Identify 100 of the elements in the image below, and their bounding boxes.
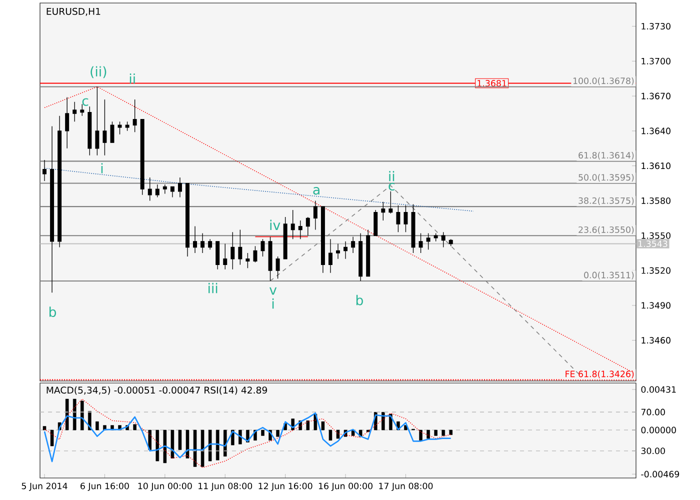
y-tick-label: 1.3520: [642, 267, 670, 274]
candlestick: [441, 232, 446, 248]
y-tick-label: 0.00431: [641, 386, 676, 393]
ref-line-label: 1.3681: [478, 80, 506, 87]
candlestick: [358, 232, 363, 282]
bar: [42, 426, 46, 430]
bar: [50, 430, 54, 446]
annotation: i: [101, 163, 103, 174]
x-tick-label: 12 Jun 16:00: [258, 482, 312, 491]
candlestick: [290, 210, 295, 240]
candlestick: [344, 241, 348, 260]
annotation: v: [269, 287, 277, 295]
annotation: iii: [208, 282, 218, 294]
bar: [65, 398, 69, 430]
y-tick-label: 0.00000: [641, 426, 676, 434]
candlestick: [404, 205, 408, 232]
ref-line-label: 1.3543: [638, 240, 668, 248]
bar: [170, 430, 174, 458]
candlestick: [178, 177, 182, 198]
ref-line-label: 0.0(1.3511): [584, 272, 634, 280]
candlestick: [426, 232, 430, 250]
x-tick-label: 6 Jun 16:00: [80, 482, 129, 491]
candlestick: [50, 126, 54, 293]
bar: [276, 430, 280, 437]
candlestick: [448, 238, 453, 246]
bar: [96, 421, 99, 430]
bar: [442, 430, 445, 436]
annotation: b: [356, 294, 363, 306]
bar: [449, 430, 453, 435]
bar: [208, 430, 212, 462]
annotation: c: [388, 182, 394, 191]
candlestick: [328, 238, 332, 274]
candlestick: [230, 232, 235, 270]
annotation: (ii): [90, 66, 106, 78]
bar: [163, 430, 167, 464]
x-tick-label: 17 Jun 08:00: [379, 482, 433, 491]
candlestick: [283, 216, 288, 260]
candlestick: [208, 238, 212, 250]
candlestick: [306, 216, 310, 236]
candlestick: [434, 232, 438, 242]
bar: [80, 400, 84, 430]
bar: [419, 430, 422, 441]
candlestick: [140, 118, 144, 196]
ref-line-label: 23.6(1.3550): [578, 226, 634, 234]
candlestick: [268, 236, 272, 282]
candlestick: [125, 121, 130, 132]
annotation: a: [313, 187, 320, 195]
annotation: b: [49, 306, 56, 317]
candlestick: [88, 106, 92, 156]
ref-line-label: 100.0(1.3678): [573, 77, 634, 86]
x-tick-label: 10 Jun 00:00: [138, 482, 192, 491]
bar: [306, 420, 310, 430]
bar: [426, 430, 430, 439]
annotation: c: [82, 98, 88, 106]
ref-line-label: 38.2(1.3575): [578, 197, 634, 205]
candlestick: [313, 200, 318, 230]
bar: [186, 430, 190, 458]
candlestick: [253, 246, 258, 263]
bar: [178, 430, 182, 450]
annotation: ii: [130, 74, 135, 84]
y2-tick-label: 70.00: [641, 408, 665, 416]
candlestick: [320, 206, 325, 274]
x-tick-label: 11 Jun 08:00: [198, 482, 252, 491]
y-tick-label: 1.3490: [642, 302, 670, 309]
candlestick: [170, 186, 174, 198]
y-tick-label: 1.3550: [642, 232, 670, 239]
annotation: ii: [389, 171, 394, 182]
candlestick: [65, 96, 70, 149]
candlestick: [351, 236, 356, 254]
candlestick: [366, 229, 370, 277]
bar: [200, 430, 204, 467]
candlestick: [186, 182, 190, 257]
y-tick-label: 1.3670: [642, 92, 670, 100]
candlestick: [223, 243, 228, 270]
y-tick-label: 1.3580: [642, 197, 670, 204]
bar: [328, 430, 332, 441]
bar: [434, 430, 438, 436]
bar: [336, 430, 340, 439]
y-tick-label: 1.3460: [642, 337, 670, 344]
candlestick: [132, 99, 137, 132]
candlestick: [42, 160, 47, 182]
y2-tick-label: 30.00: [641, 448, 665, 454]
bar: [261, 430, 264, 436]
x-tick-label: 5 Jun 2014: [22, 482, 68, 491]
annotation: iv: [270, 220, 280, 230]
bar: [223, 430, 227, 456]
candlestick: [102, 99, 107, 156]
candlestick: [216, 241, 220, 270]
candlestick: [72, 102, 77, 122]
candlestick: [118, 121, 122, 135]
y-tick-label: 1.3700: [642, 58, 670, 64]
bar: [156, 430, 160, 462]
y-tick-label: 1.3730: [642, 22, 670, 30]
ref-line-label: FE 61.8(1.3426): [566, 370, 634, 378]
chart-title: EURUSD,H1: [46, 8, 100, 16]
candlestick: [155, 184, 160, 198]
ref-line-label: 50.0(1.3595): [578, 174, 634, 182]
x-tick-label: 16 Jun 00:00: [318, 482, 372, 491]
y-tick-label: 1.3610: [642, 162, 670, 170]
candlestick: [336, 243, 340, 260]
